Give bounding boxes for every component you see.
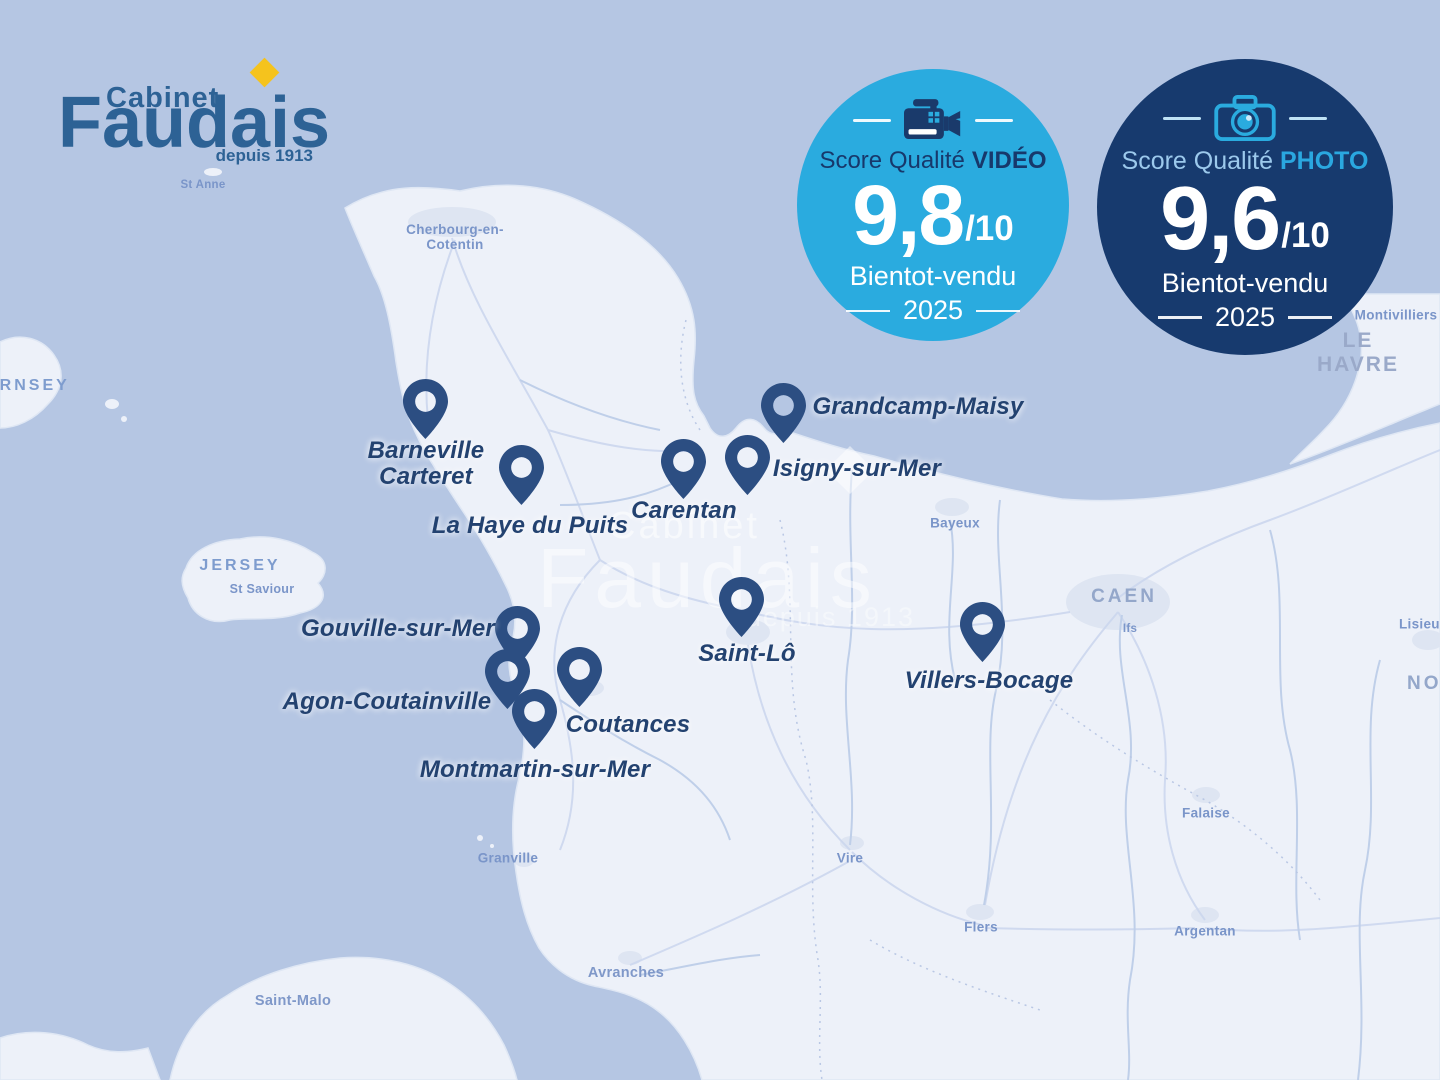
map-town-label-st-anne: St Anne	[180, 179, 226, 191]
decorative-line	[976, 309, 1021, 313]
video-badge-year: 2025	[845, 295, 1021, 326]
pin-label-villers-bocage: Villers-Bocage	[904, 667, 1074, 694]
land-normandy	[344, 184, 1440, 1080]
map-town-label-argentan: Argentan	[1174, 923, 1236, 939]
photo-badge-year: 2025	[1157, 302, 1333, 333]
pin-label-la-haye-du-puits: La Haye du Puits	[431, 512, 629, 539]
pin-label-coutances: Coutances	[565, 711, 691, 738]
pin-label-gouville-sur-mer: Gouville-sur-Mer	[301, 615, 495, 642]
map-town-label-vire: Vire	[836, 850, 864, 866]
map-town-label-st-saviour: St Saviour	[229, 582, 295, 596]
map-pin-carentan	[661, 439, 706, 499]
islet	[105, 399, 119, 409]
map-city-label-le-havre: LE HAVRE	[1317, 329, 1399, 376]
roads	[425, 237, 1440, 966]
boundaries	[679, 319, 1321, 1080]
decorative-line	[845, 309, 890, 313]
video-badge-source: Bientot-vendu	[849, 261, 1017, 292]
photo-badge-icon-row	[1163, 95, 1327, 141]
map-pin-icon	[725, 435, 770, 495]
logo-faudais-text: Faudais	[58, 83, 331, 163]
map-town-label-cherbourg: Cherbourg-en- Cotentin	[406, 222, 504, 252]
map-town-label-montivilliers: Montivilliers	[1354, 307, 1438, 323]
land-le-havre	[1289, 293, 1440, 465]
map-pin-villers-bocage	[960, 602, 1005, 662]
pin-label-carentan: Carentan	[631, 497, 737, 524]
video-score-denominator: /10	[965, 209, 1014, 249]
video-badge-icon-row	[853, 99, 1013, 141]
video-camera-icon	[904, 99, 961, 140]
land-brittany	[169, 956, 518, 1080]
map-pin-grandcamp-maisy	[761, 383, 806, 443]
map-town-label-saint-malo: Saint-Malo	[254, 993, 332, 1009]
map-pin-barneville-carteret	[403, 379, 448, 439]
map-region-label-normandie: NOR	[1407, 673, 1440, 694]
pin-label-montmartin-sur-mer: Montmartin-sur-Mer	[419, 756, 651, 783]
map-city-label-caen: CAEN	[1091, 586, 1157, 607]
decorative-line	[853, 118, 891, 122]
islet-alderney	[204, 168, 222, 176]
decorative-line	[1163, 116, 1201, 120]
pin-label-saint-lo: Saint-Lô	[698, 640, 796, 667]
map-pin-icon	[761, 383, 806, 443]
land-guernsey	[0, 336, 62, 429]
logo-tagline: depuis 1913	[215, 146, 313, 165]
map-pin-coutances	[557, 647, 602, 707]
map-town-label-granville: Granville	[477, 850, 539, 866]
map-pin-icon	[661, 439, 706, 499]
watermark-tagline: depuis 1913	[745, 602, 915, 632]
map-pin-isigny-sur-mer	[725, 435, 770, 495]
photo-camera-icon	[1214, 95, 1276, 141]
map-island-label-guernsey: ERNSEY	[0, 377, 70, 394]
decorative-line	[975, 118, 1013, 122]
map-town-label-lisieux: Lisieux	[1399, 616, 1440, 632]
decorative-line	[1157, 316, 1202, 319]
islet-chausey	[490, 844, 494, 848]
land-brittany-west	[0, 1031, 161, 1080]
map-town-label-falaise: Falaise	[1182, 805, 1230, 821]
pin-label-barneville-carteret: Barneville Carteret	[367, 437, 485, 490]
video-quality-badge: Score Qualité VIDÉO 9,8 /10 Bientot-vendu…	[797, 69, 1069, 341]
photo-badge-source: Bientot-vendu	[1161, 267, 1329, 298]
urban-areas	[408, 207, 1440, 965]
map-pin-la-haye-du-puits	[499, 445, 544, 505]
map-town-label-ifs: Ifs	[1122, 623, 1138, 635]
islet	[121, 416, 127, 422]
decorative-line	[1288, 316, 1333, 319]
map-island-label-jersey: JERSEY	[199, 557, 281, 574]
pin-label-agon-coutainville: Agon-Coutainville	[282, 688, 492, 715]
map-pin-saint-lo	[719, 577, 764, 637]
land-jersey	[181, 536, 326, 623]
logo-cabinet-text: Cabinet	[106, 82, 220, 114]
watermark-faudais: Faudais	[537, 531, 878, 625]
photo-score-value: 9,6	[1160, 169, 1281, 269]
watermark-cabinet: Cabinet	[608, 505, 760, 547]
map-pin-icon	[960, 602, 1005, 662]
photo-score-denominator: /10	[1281, 215, 1330, 255]
video-score: 9,8 /10	[852, 168, 1014, 262]
map-pin-icon	[719, 577, 764, 637]
map-town-label-flers: Flers	[964, 919, 998, 935]
map-pin-icon	[512, 689, 557, 749]
photo-badge-title: Score Qualité PHOTO	[1121, 147, 1369, 175]
video-score-value: 9,8	[852, 168, 965, 262]
photo-score: 9,6 /10	[1160, 169, 1330, 269]
map-pin-icon	[499, 445, 544, 505]
map-pin-icon	[557, 647, 602, 707]
photo-quality-badge: Score Qualité PHOTO 9,6 /10 Bientot-vendu…	[1097, 59, 1393, 355]
rivers	[519, 379, 1381, 1080]
pin-label-grandcamp-maisy: Grandcamp-Maisy	[812, 393, 1024, 420]
map-town-label-avranches: Avranches	[587, 965, 665, 981]
pin-label-isigny-sur-mer: Isigny-sur-Mer	[772, 455, 942, 482]
video-badge-title: Score Qualité VIDÉO	[819, 147, 1047, 174]
islet-chausey	[477, 835, 483, 841]
map-pin-montmartin-sur-mer	[512, 689, 557, 749]
decorative-line	[1289, 116, 1327, 120]
map-town-label-bayeux: Bayeux	[930, 515, 980, 531]
map-pin-icon	[403, 379, 448, 439]
